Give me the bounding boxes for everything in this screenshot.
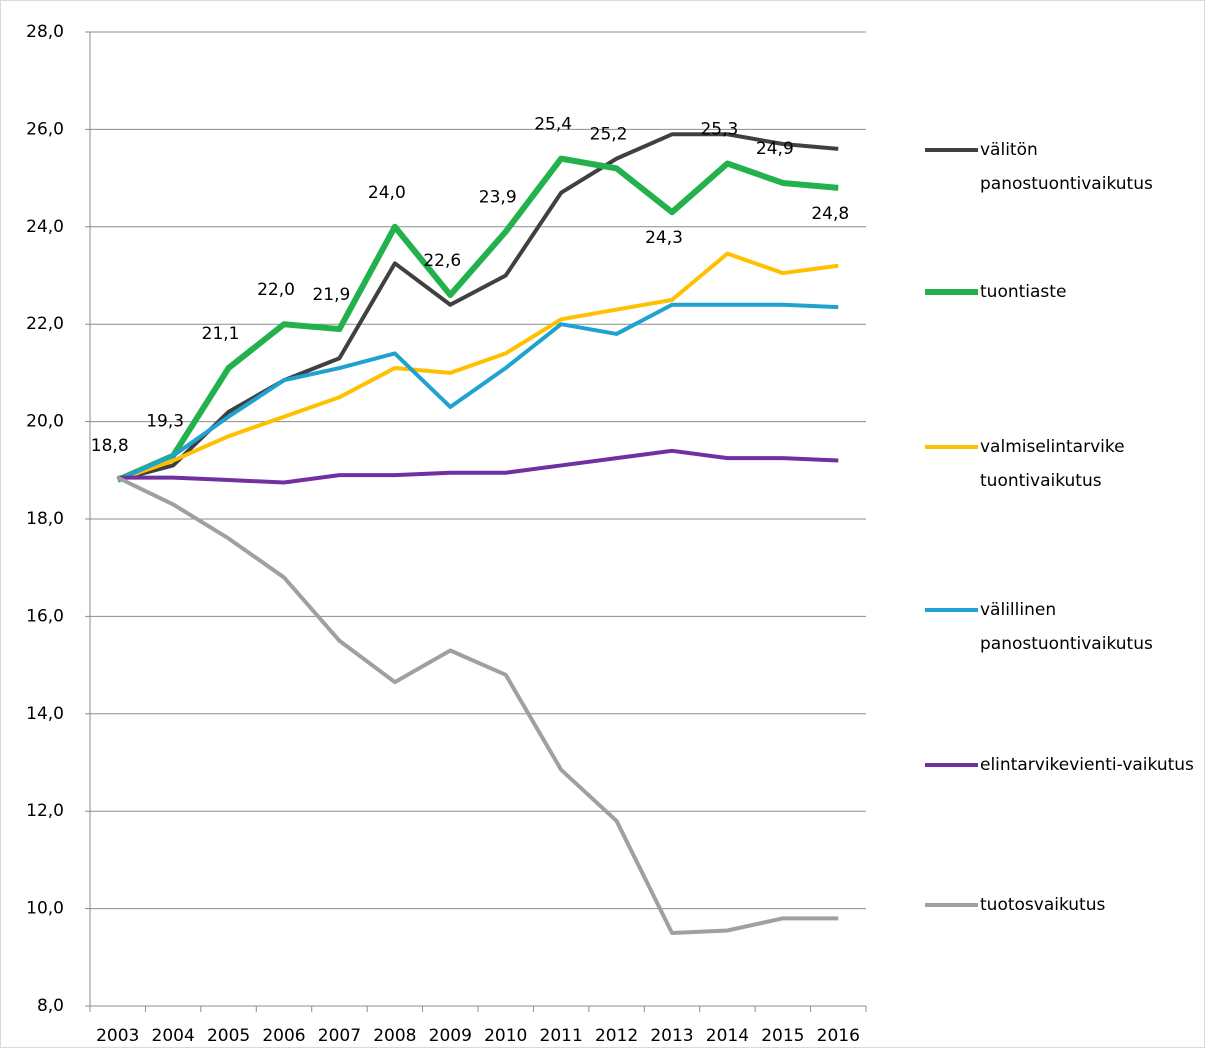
- x-tick-label: 2007: [318, 1026, 361, 1046]
- y-tick-label: 16,0: [26, 606, 64, 626]
- data-label: 24,0: [368, 183, 406, 203]
- y-tick-label: 22,0: [26, 314, 64, 334]
- x-tick-label: 2009: [429, 1026, 472, 1046]
- x-tick-label: 2016: [817, 1026, 860, 1046]
- data-label: 22,6: [423, 251, 461, 271]
- data-label: 18,8: [91, 436, 129, 456]
- x-tick-label: 2006: [262, 1026, 305, 1046]
- data-label: 25,3: [700, 119, 738, 139]
- data-label: 24,8: [811, 204, 849, 224]
- series-line: [116, 302, 839, 482]
- series-line: [117, 251, 839, 482]
- x-tick-label: 2004: [152, 1026, 195, 1046]
- x-tick-label: 2012: [595, 1026, 638, 1046]
- y-tick-label: 28,0: [26, 22, 64, 42]
- y-tick-label: 24,0: [26, 217, 64, 237]
- legend-label: valmiselintarvike tuontivaikutus: [980, 437, 1125, 491]
- x-tick-label: 2005: [207, 1026, 250, 1046]
- y-tick-label: 18,0: [26, 509, 64, 529]
- y-tick-label: 14,0: [26, 704, 64, 724]
- y-tick-label: 20,0: [26, 412, 64, 432]
- legend-label: tuotosvaikutus: [980, 895, 1106, 915]
- x-tick-label: 2011: [540, 1026, 583, 1046]
- legend-label: tuontiaste: [980, 282, 1067, 302]
- series-line: [116, 475, 839, 935]
- x-tick-label: 2003: [96, 1026, 139, 1046]
- data-label: 24,3: [645, 228, 683, 248]
- series-line: [117, 448, 839, 485]
- legend-label: välitön panostuontivaikutus: [980, 140, 1153, 194]
- legend-label: elintarvikevienti-vaikutus: [980, 755, 1194, 775]
- data-label: 21,9: [312, 285, 350, 305]
- y-tick-label: 12,0: [26, 801, 64, 821]
- x-tick-label: 2008: [373, 1026, 416, 1046]
- data-label: 25,4: [534, 115, 572, 135]
- data-label: 25,2: [590, 124, 628, 144]
- x-tick-label: 2013: [650, 1026, 693, 1046]
- series-line: [117, 132, 839, 482]
- data-label: 22,0: [257, 280, 295, 300]
- y-tick-label: 26,0: [26, 119, 64, 139]
- x-tick-label: 2015: [761, 1026, 804, 1046]
- legend-label: välillinen panostuontivaikutus: [980, 600, 1153, 654]
- x-tick-label: 2010: [484, 1026, 527, 1046]
- x-tick-label: 2014: [706, 1026, 749, 1046]
- series-line: [116, 155, 839, 483]
- y-tick-label: 10,0: [26, 899, 64, 919]
- data-label: 23,9: [479, 188, 517, 208]
- data-label: 19,3: [146, 412, 184, 432]
- y-tick-label: 8,0: [37, 996, 64, 1016]
- data-label: 21,1: [202, 324, 240, 344]
- data-label: 24,9: [756, 139, 794, 159]
